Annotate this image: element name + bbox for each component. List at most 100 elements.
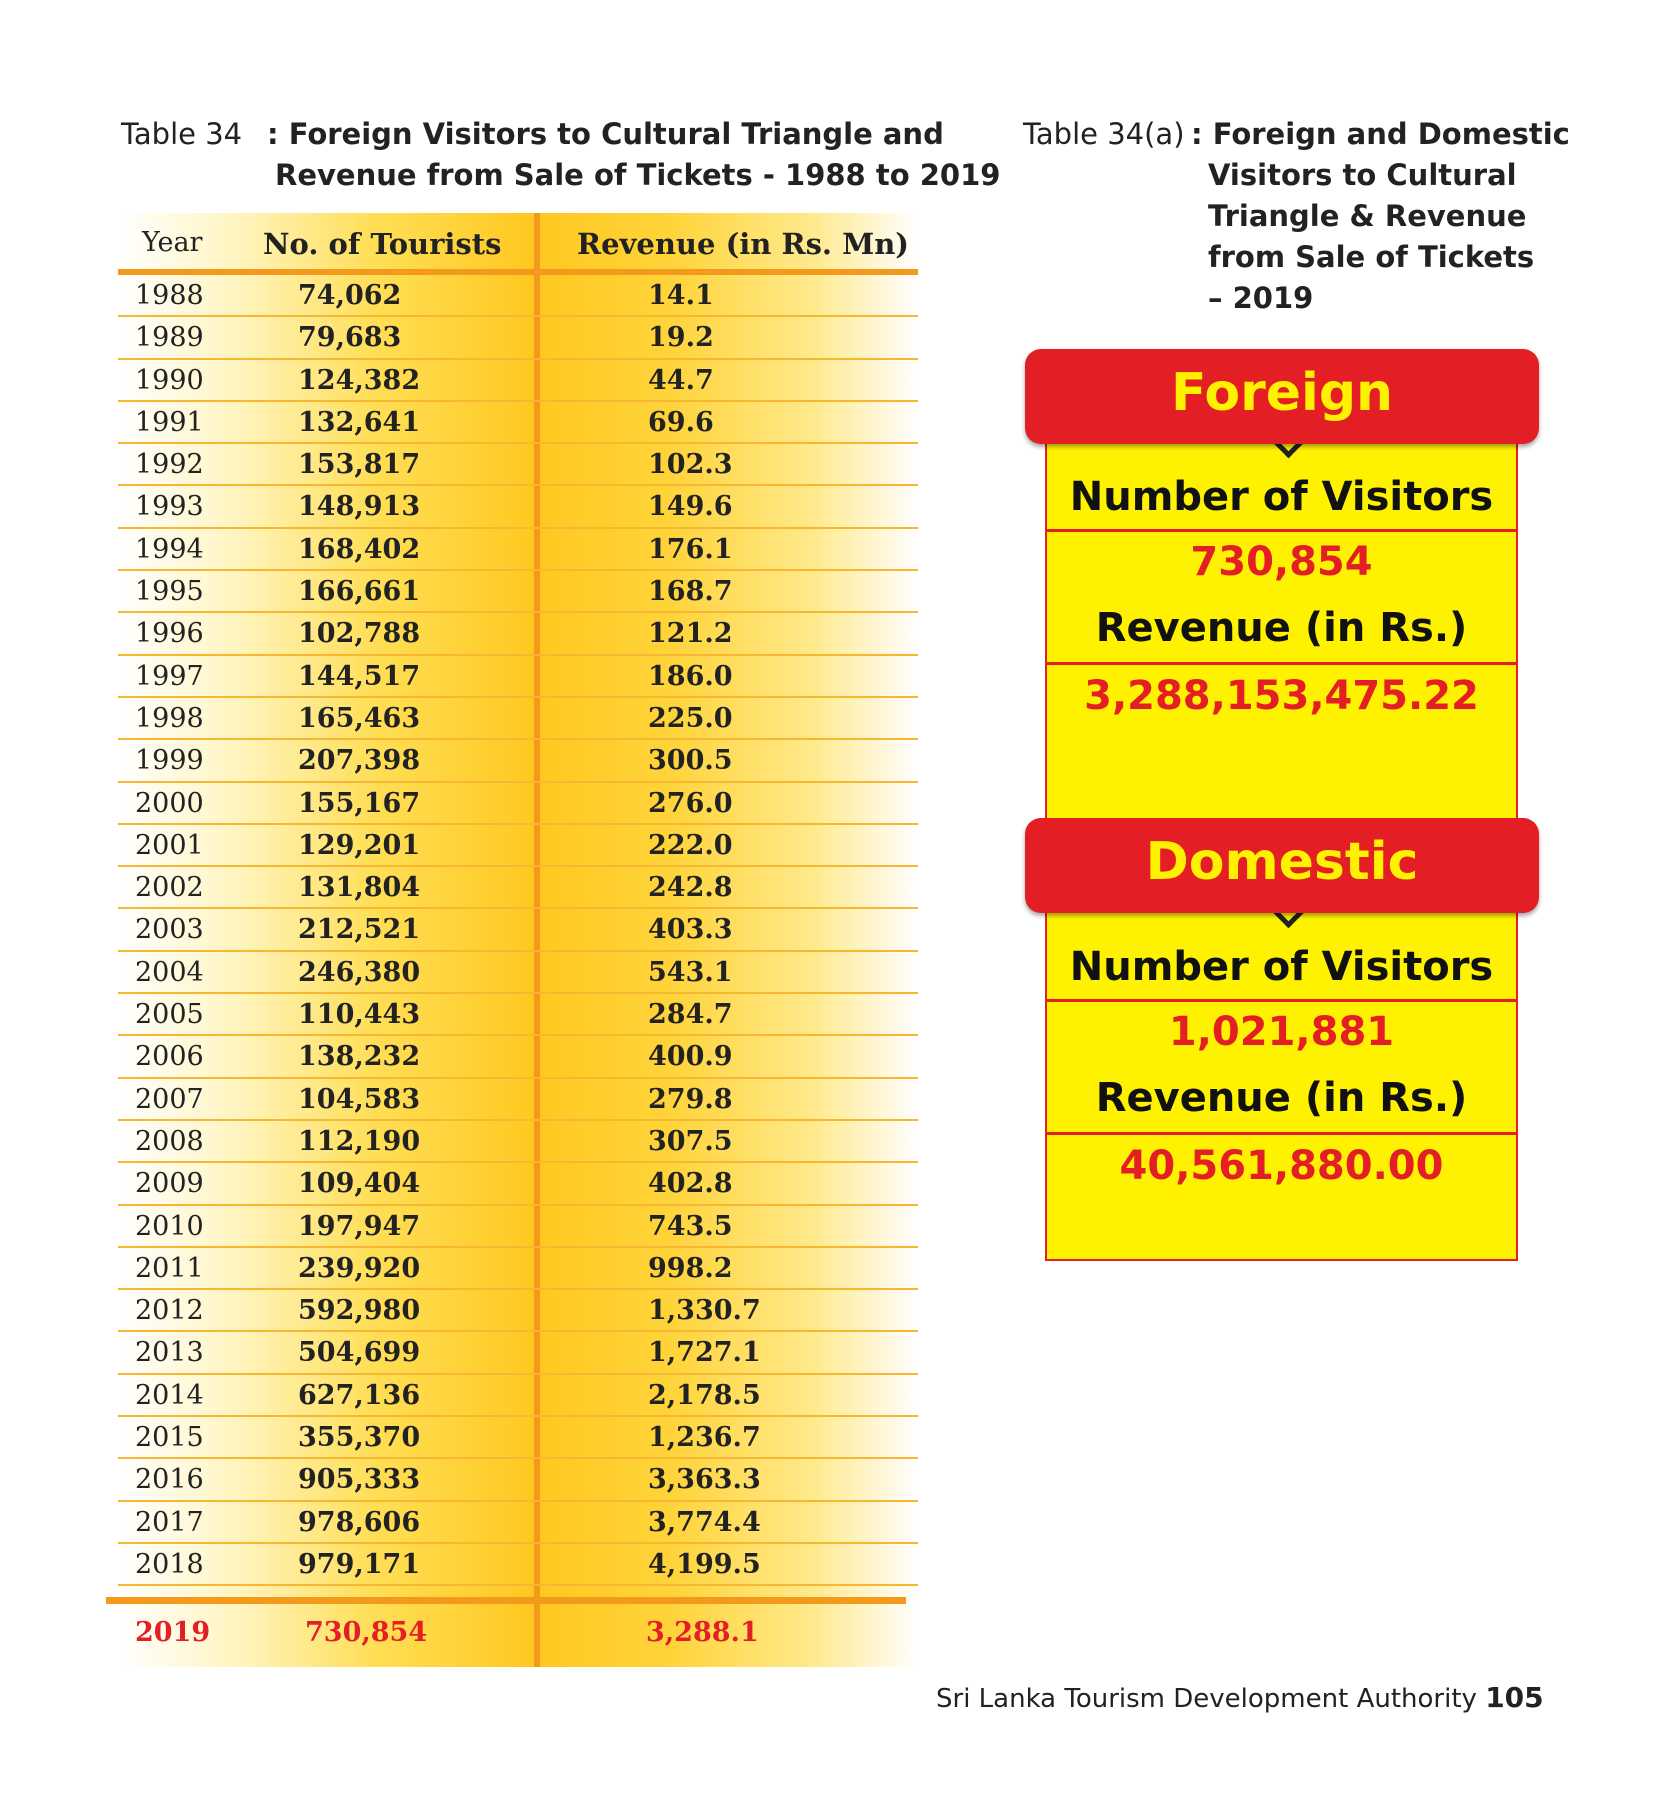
cell-year: 2013 (135, 1337, 204, 1369)
cell-revenue: 176.1 (648, 533, 733, 565)
table34a-title-line: Visitors to Cultural (1208, 158, 1517, 192)
cell-revenue: 121.2 (648, 618, 733, 650)
cell-tourists: 124,382 (298, 364, 421, 396)
cell-revenue: 186.0 (648, 660, 733, 692)
cell-revenue: 1,330.7 (648, 1295, 761, 1327)
cell-tourists: 212,521 (298, 914, 421, 946)
table-row: 2018 979,171 4,199.5 (118, 1544, 918, 1587)
cell-tourists: 112,190 (298, 1125, 421, 1157)
domestic-panel: Number of Visitors 1,021,881 Revenue (in… (1045, 878, 1518, 1261)
cell-year: 2009 (135, 1168, 204, 1200)
table34-caption: Table 34 : Foreign Visitors to Cultural … (121, 114, 1000, 204)
visitors-revenue-table: Year No. of Tourists Revenue (in Rs. Mn)… (106, 213, 918, 1667)
footer-text: Sri Lanka Tourism Development Authority (936, 1684, 1477, 1714)
cell-tourists: 131,804 (298, 872, 421, 904)
cell-year: 1996 (135, 618, 204, 650)
table34a-title-line: – 2019 (1208, 281, 1314, 315)
cell-revenue: 44.7 (648, 364, 714, 396)
highlight-revenue: 3,288.1 (646, 1617, 759, 1648)
foreign-revenue-value: 3,288,153,475.22 (1084, 673, 1479, 719)
cell-tourists: 132,641 (298, 406, 421, 438)
foreign-visitors-value: 730,854 (1190, 539, 1373, 585)
cell-revenue: 998.2 (648, 1252, 733, 1284)
cell-tourists: 102,788 (298, 618, 421, 650)
cell-year: 1999 (135, 745, 204, 777)
table-row: 2005 110,443 284.7 (118, 994, 918, 1037)
cell-year: 1997 (135, 660, 204, 692)
cell-tourists: 138,232 (298, 1041, 421, 1073)
cell-tourists: 155,167 (298, 787, 421, 819)
cell-year: 2000 (135, 787, 204, 819)
table-left-gradient (118, 213, 534, 1667)
cell-tourists: 109,404 (298, 1168, 421, 1200)
cell-revenue: 4,199.5 (648, 1548, 761, 1580)
table-row: 2001 129,201 222.0 (118, 825, 918, 868)
table-row: 2010 197,947 743.5 (118, 1206, 918, 1248)
header-tourists: No. of Tourists (263, 227, 502, 261)
table-row: 2011 239,920 998.2 (118, 1248, 918, 1291)
table-right-gradient (539, 213, 918, 1667)
cell-year: 2007 (135, 1083, 204, 1115)
cell-revenue: 307.5 (648, 1125, 733, 1157)
table-row: 2004 246,380 543.1 (118, 952, 918, 995)
cell-year: 2017 (135, 1506, 204, 1538)
table34a-title-line: : Foreign and Domestic (1191, 117, 1570, 151)
cell-year: 2014 (135, 1379, 204, 1411)
table-row: 1998 165,463 225.0 (118, 698, 918, 741)
domestic-revenue-label: Revenue (in Rs.) (1095, 1075, 1468, 1121)
highlight-year: 2019 (135, 1617, 211, 1648)
highlight-row-2019: 2019 730,854 3,288.1 (118, 1609, 918, 1659)
cell-revenue: 743.5 (648, 1210, 733, 1242)
cell-revenue: 242.8 (648, 872, 733, 904)
divider (1047, 999, 1516, 1002)
cell-year: 2012 (135, 1295, 204, 1327)
cell-revenue: 543.1 (648, 956, 733, 988)
table-row: 2016 905,333 3,363.3 (118, 1459, 918, 1502)
table-row: 2008 112,190 307.5 (118, 1121, 918, 1164)
cell-year: 2004 (135, 956, 204, 988)
cell-year: 2010 (135, 1210, 204, 1242)
cell-year: 1994 (135, 533, 204, 565)
cell-year: 2015 (135, 1422, 204, 1454)
cell-revenue: 69.6 (648, 406, 714, 438)
cell-tourists: 110,443 (298, 999, 421, 1031)
table-row: 1991 132,641 69.6 (118, 402, 918, 445)
cell-revenue: 2,178.5 (648, 1379, 761, 1411)
table-row: 1989 79,683 19.2 (118, 317, 918, 360)
header-year: Year (142, 227, 203, 258)
table-row: 1993 148,913 149.6 (118, 486, 918, 529)
domestic-visitors-label: Number of Visitors (1069, 944, 1494, 990)
cell-tourists: 165,463 (298, 702, 421, 734)
table-row: 2012 592,980 1,330.7 (118, 1290, 918, 1333)
cell-year: 2016 (135, 1464, 204, 1496)
cell-year: 1993 (135, 491, 204, 523)
foreign-visitors-label: Number of Visitors (1069, 474, 1494, 520)
cell-tourists: 246,380 (298, 956, 421, 988)
cell-revenue: 14.1 (648, 280, 714, 311)
table-row: 2014 627,136 2,178.5 (118, 1375, 918, 1418)
table-row: 1999 207,398 300.5 (118, 740, 918, 783)
foreign-heading-pill: Foreign (1025, 349, 1539, 444)
table34a-label: Table 34(a) (1023, 117, 1185, 151)
table34a-caption: Table 34(a) : Foreign and Domestic Visit… (1023, 114, 1583, 324)
cell-revenue: 168.7 (648, 576, 733, 608)
cell-tourists: 79,683 (298, 322, 402, 354)
cell-year: 1998 (135, 702, 204, 734)
cell-tourists: 207,398 (298, 745, 421, 777)
cell-year: 1991 (135, 406, 204, 438)
cell-tourists: 978,606 (298, 1506, 421, 1538)
total-rule (106, 1597, 906, 1604)
cell-tourists: 627,136 (298, 1379, 421, 1411)
cell-tourists: 168,402 (298, 533, 421, 565)
table-row: 2017 978,606 3,774.4 (118, 1502, 918, 1544)
cell-tourists: 104,583 (298, 1083, 421, 1115)
divider (1047, 1132, 1516, 1135)
cell-revenue: 276.0 (648, 787, 733, 819)
foreign-heading: Foreign (1170, 363, 1394, 423)
cell-year: 1992 (135, 449, 204, 481)
divider (1047, 662, 1516, 665)
foreign-revenue-label: Revenue (in Rs.) (1095, 605, 1468, 651)
cell-year: 2001 (135, 829, 204, 861)
cell-tourists: 74,062 (298, 280, 402, 311)
cell-tourists: 355,370 (298, 1422, 421, 1454)
